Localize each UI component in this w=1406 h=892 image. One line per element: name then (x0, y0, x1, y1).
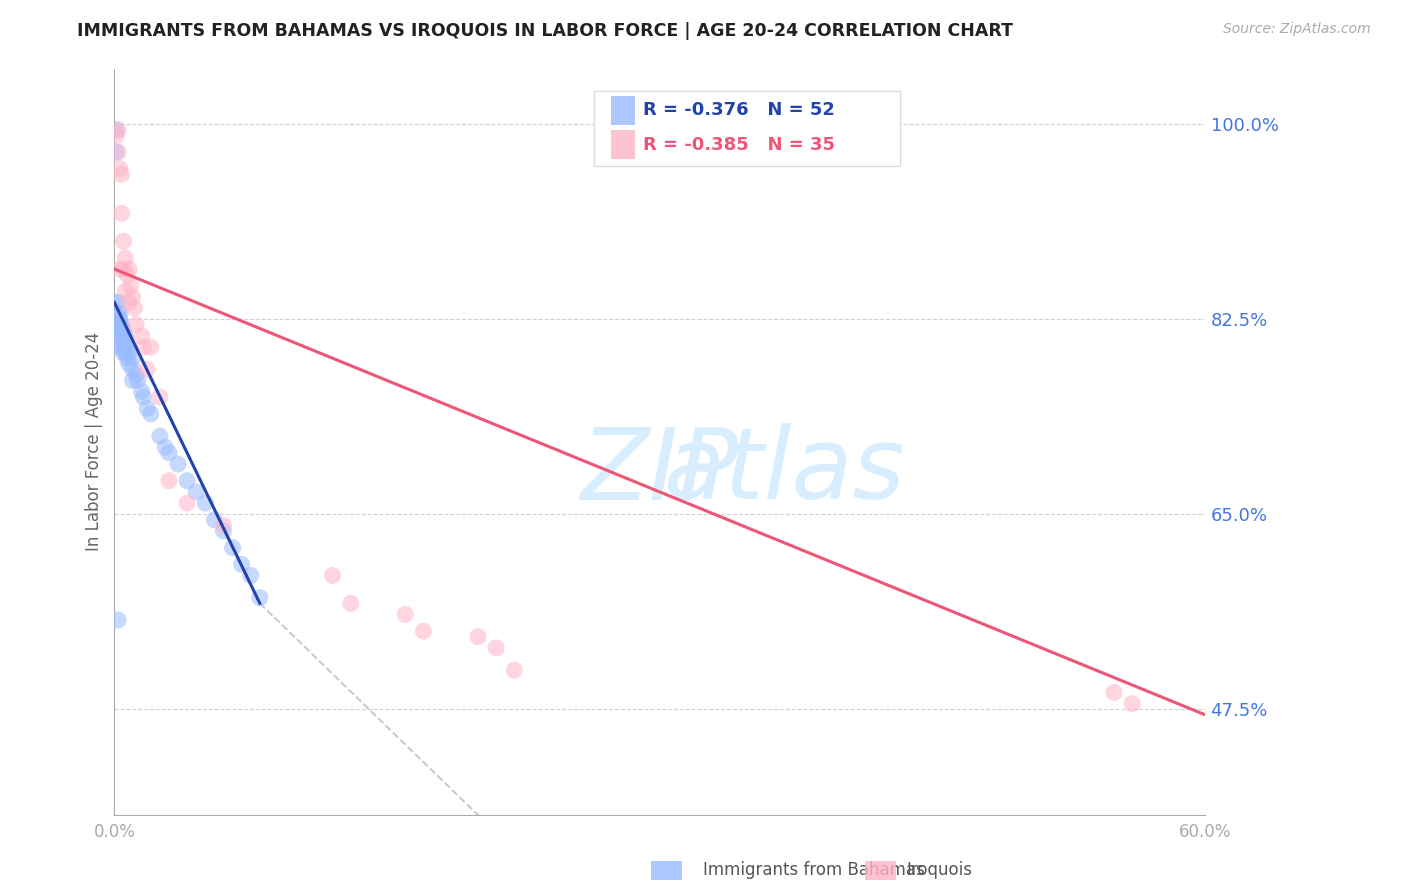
Point (108, 161, 131, 176)
Point (136, 362, 159, 376)
Point (131, 329, 153, 343)
Point (322, 568, 344, 582)
Point (202, 513, 225, 527)
Point (112, 334, 135, 349)
Point (115, 340, 138, 354)
Point (485, 640, 508, 655)
Point (111, 318, 134, 332)
Point (115, 351, 138, 366)
Point (176, 496, 198, 510)
FancyBboxPatch shape (610, 96, 634, 125)
Point (112, 234, 135, 248)
Point (121, 362, 143, 376)
Point (118, 345, 141, 359)
Text: Source: ZipAtlas.com: Source: ZipAtlas.com (1223, 22, 1371, 37)
Point (1121, 697, 1143, 711)
Point (132, 340, 155, 354)
Point (339, 596, 361, 610)
Point (107, 307, 129, 321)
Point (139, 407, 162, 421)
Point (108, 329, 131, 343)
Point (118, 357, 141, 371)
Point (112, 262, 135, 277)
Point (105, 145, 128, 159)
Y-axis label: In Labor Force | Age 20-24: In Labor Force | Age 20-24 (86, 332, 103, 551)
Point (127, 374, 149, 388)
FancyBboxPatch shape (610, 130, 634, 159)
Point (107, 145, 129, 159)
Point (249, 591, 271, 605)
Point (1102, 685, 1125, 699)
Point (107, 123, 129, 137)
FancyBboxPatch shape (595, 91, 900, 166)
Point (167, 457, 190, 471)
Point (121, 290, 143, 304)
Point (114, 329, 136, 343)
Point (136, 401, 159, 416)
Point (412, 624, 434, 639)
Point (132, 390, 155, 404)
Point (114, 340, 136, 354)
Point (108, 307, 131, 321)
Point (108, 262, 131, 277)
Point (108, 318, 131, 332)
Point (118, 262, 141, 277)
Point (111, 329, 134, 343)
Point (108, 323, 131, 337)
Point (107, 318, 129, 332)
Point (114, 251, 136, 265)
Text: atlas: atlas (664, 423, 905, 520)
Point (120, 278, 142, 293)
Point (111, 167, 134, 181)
Point (114, 285, 136, 299)
Point (107, 312, 129, 326)
Point (194, 496, 217, 510)
Point (124, 301, 146, 315)
Point (111, 206, 134, 220)
Point (105, 295, 128, 310)
Point (107, 323, 129, 337)
Point (221, 541, 243, 555)
Point (121, 351, 143, 366)
Point (149, 429, 172, 443)
Point (155, 440, 177, 454)
Point (105, 128, 128, 143)
Text: Immigrants from Bahamas: Immigrants from Bahamas (703, 861, 925, 879)
Point (125, 368, 148, 382)
Text: IMMIGRANTS FROM BAHAMAS VS IROQUOIS IN LABOR FORCE | AGE 20-24 CORRELATION CHART: IMMIGRANTS FROM BAHAMAS VS IROQUOIS IN L… (77, 22, 1014, 40)
Text: R = -0.376   N = 52: R = -0.376 N = 52 (644, 102, 835, 120)
Point (111, 323, 134, 337)
Text: Iroquois: Iroquois (907, 861, 973, 879)
Point (239, 568, 262, 582)
Point (212, 518, 235, 533)
Point (186, 484, 208, 499)
Point (139, 340, 162, 354)
Point (107, 613, 129, 627)
Point (231, 558, 253, 572)
Point (118, 295, 141, 310)
Text: R = -0.385   N = 35: R = -0.385 N = 35 (644, 136, 835, 153)
Point (111, 340, 134, 354)
Point (467, 630, 489, 644)
Point (105, 123, 128, 137)
Point (503, 663, 526, 677)
Point (107, 295, 129, 310)
Point (115, 268, 138, 282)
Point (112, 323, 135, 337)
Point (176, 474, 198, 488)
Point (149, 390, 172, 404)
Point (108, 340, 131, 354)
Text: ZIP: ZIP (581, 423, 738, 520)
Point (157, 474, 180, 488)
Point (157, 446, 180, 460)
Point (212, 524, 235, 538)
Point (394, 607, 416, 622)
Point (121, 374, 143, 388)
Point (125, 318, 148, 332)
Point (114, 345, 136, 359)
Point (108, 312, 131, 326)
Point (131, 384, 153, 399)
Point (112, 345, 135, 359)
